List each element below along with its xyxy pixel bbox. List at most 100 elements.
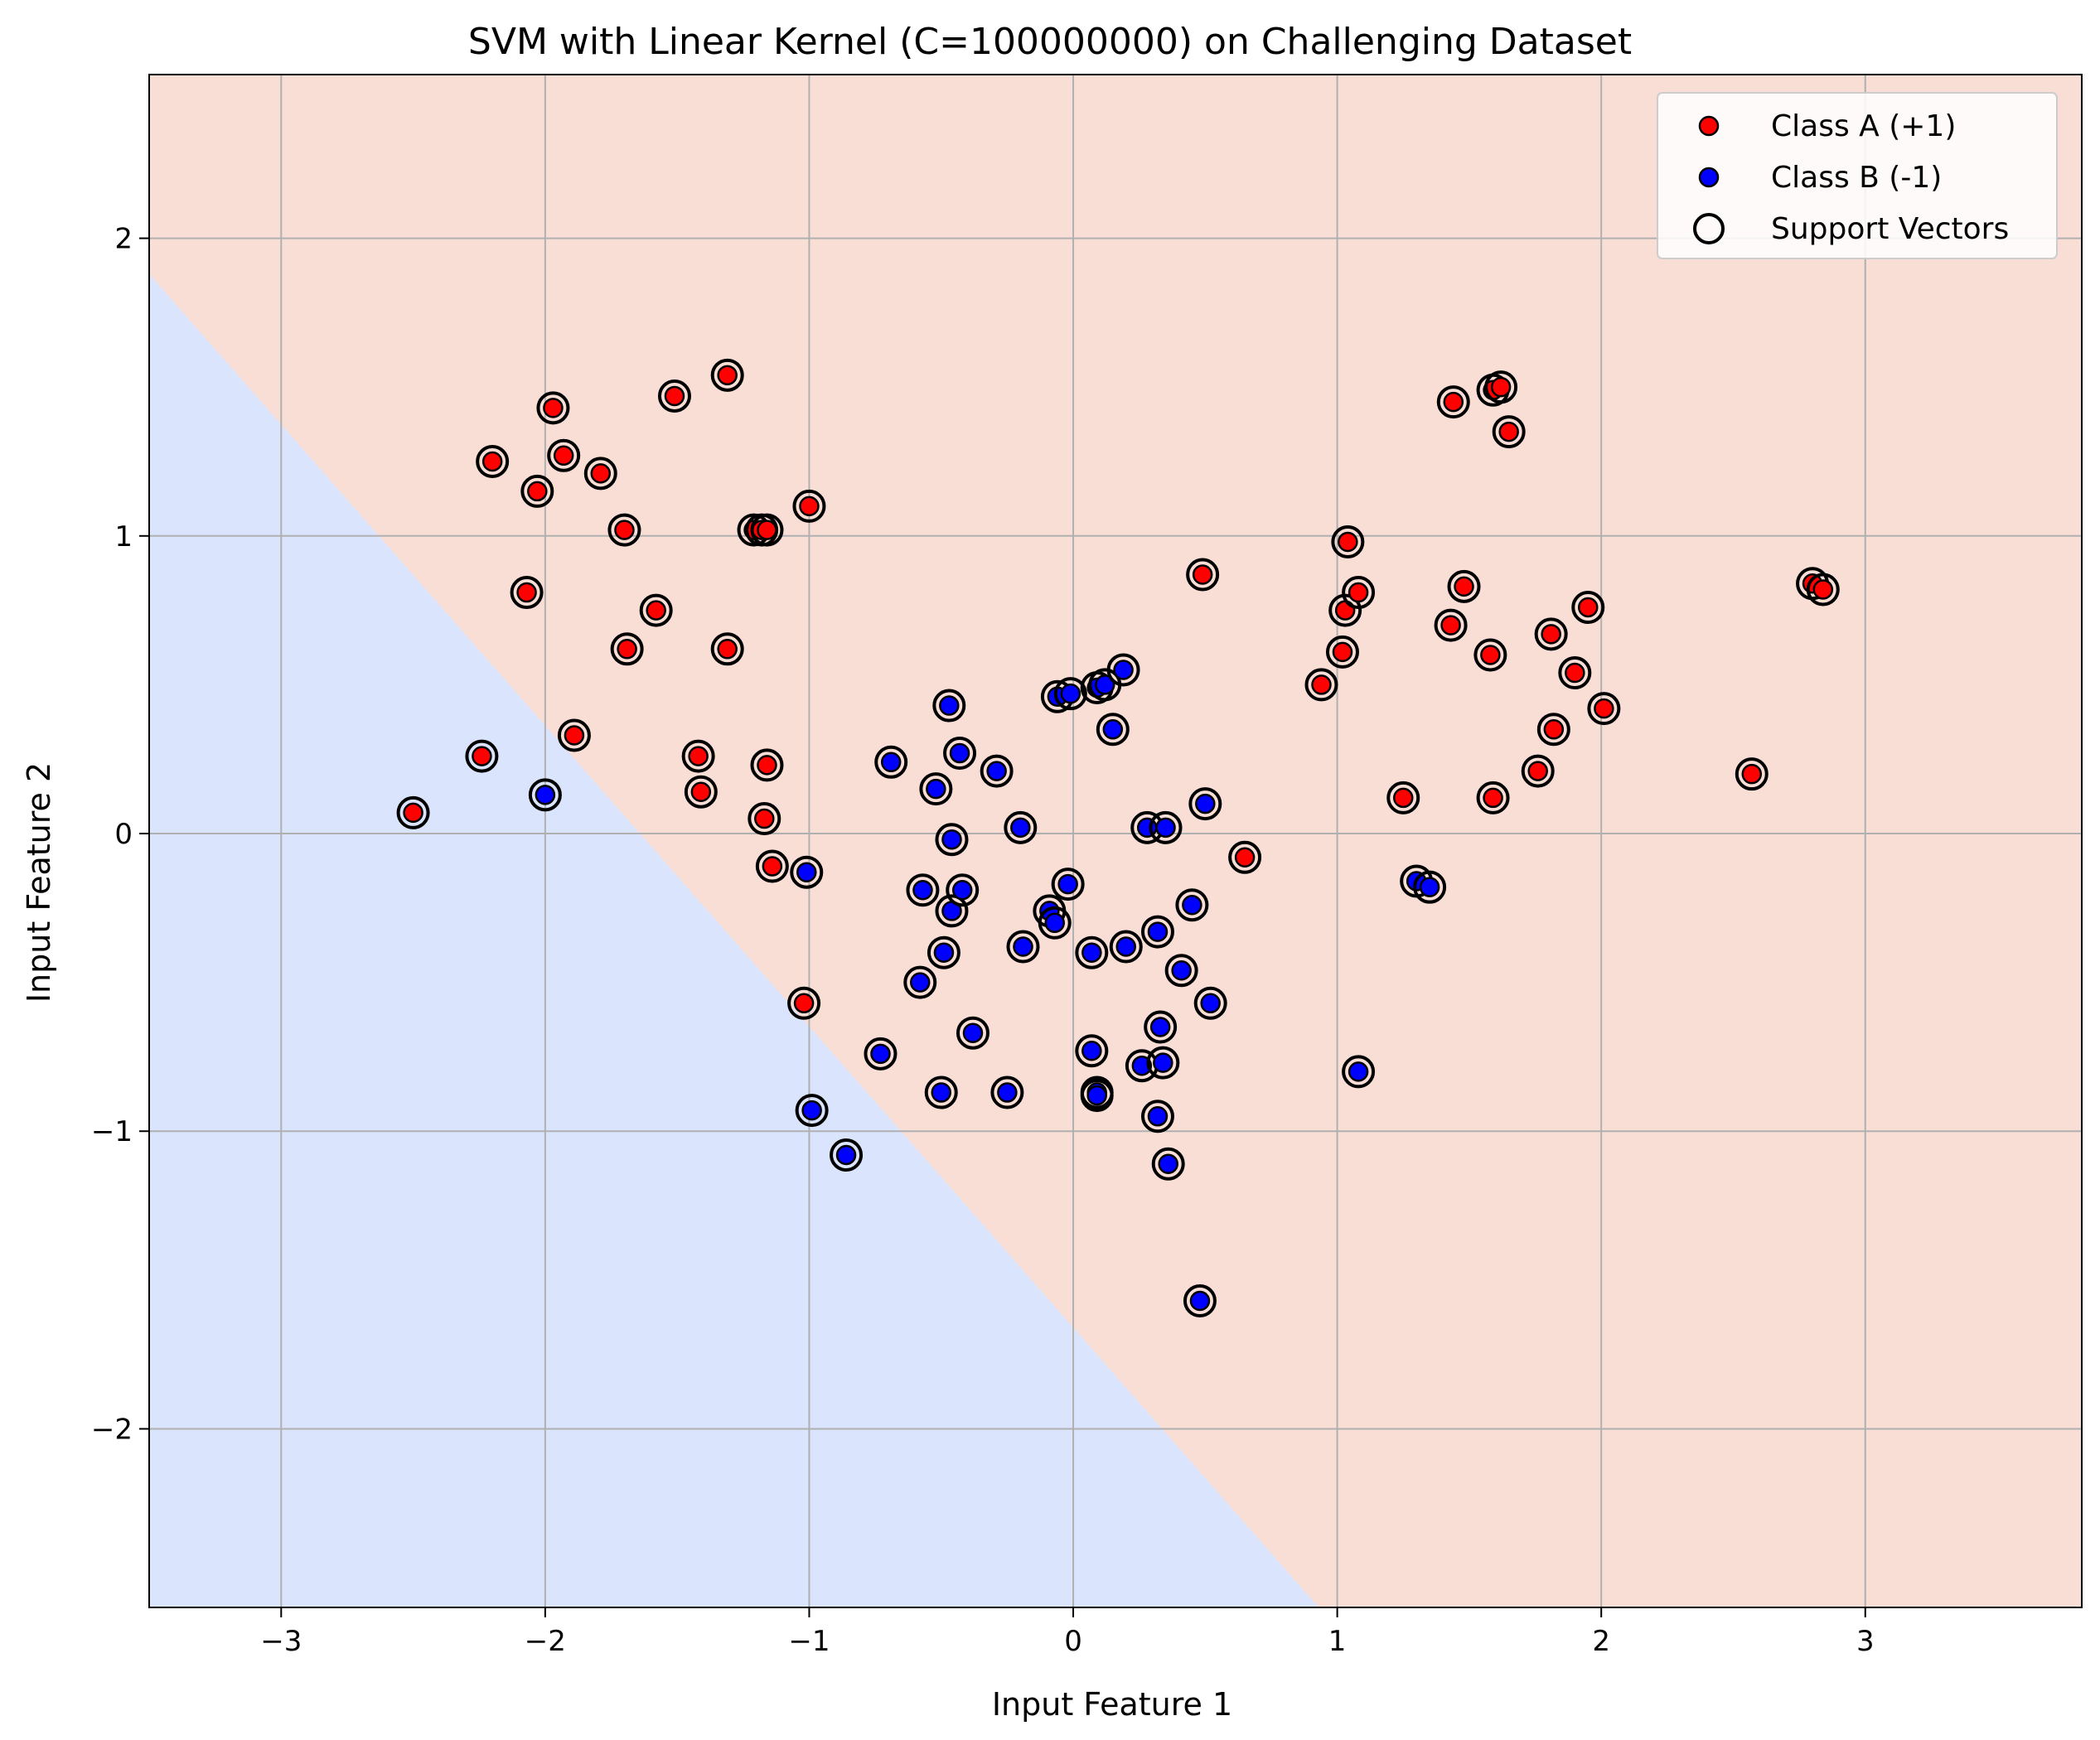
support-vector-ring xyxy=(790,855,824,889)
support-vector-ring xyxy=(520,474,554,508)
class-b-point xyxy=(1113,660,1134,680)
support-vector-ring xyxy=(1558,656,1592,690)
class-b-point xyxy=(796,862,817,882)
support-vector-ring xyxy=(1004,810,1038,844)
support-vector-ring xyxy=(1304,668,1338,702)
class-b-point xyxy=(912,880,933,901)
x-tick-label: 3 xyxy=(1856,1625,1875,1658)
x-tick-label: −2 xyxy=(525,1625,566,1658)
support-vector-ring xyxy=(1183,1284,1217,1317)
support-vector-ring xyxy=(1571,591,1605,625)
class-a-point xyxy=(688,746,709,766)
support-vector-ring xyxy=(1164,954,1198,988)
class-a-point xyxy=(717,639,738,660)
class-b-point xyxy=(941,829,962,850)
class-b-point xyxy=(1171,960,1192,981)
class-a-point xyxy=(527,481,548,502)
support-vector-ring xyxy=(557,718,591,752)
class-a-point xyxy=(1443,391,1464,413)
class-b-point xyxy=(835,1144,857,1166)
support-vector-ring xyxy=(1735,757,1769,791)
class-b-point xyxy=(1200,993,1221,1014)
support-vector-ring xyxy=(1806,573,1840,607)
class-a-point xyxy=(614,520,635,540)
support-vector-ring xyxy=(1342,576,1376,610)
class-b-point xyxy=(1147,921,1169,942)
class-b-series xyxy=(528,653,1447,1317)
grid-lines xyxy=(149,75,2082,1607)
support-vector-ring xyxy=(1109,930,1143,964)
support-vector-ring xyxy=(583,457,617,491)
class-b-point xyxy=(933,942,955,963)
class-a-point xyxy=(1543,719,1565,740)
class-a-point xyxy=(1565,662,1585,684)
support-vector-ring xyxy=(1075,935,1109,969)
class-a-point xyxy=(799,495,820,517)
support-vector-ring xyxy=(1193,986,1227,1020)
support-vector-ring xyxy=(919,772,953,806)
support-vector-ring xyxy=(1331,524,1365,558)
support-vector-ring xyxy=(1447,569,1481,603)
plot-frame xyxy=(148,74,2083,1608)
support-vector-ring xyxy=(1075,1034,1109,1068)
legend-label: Class A (+1) xyxy=(1771,109,1956,143)
support-vector-ring xyxy=(792,489,826,523)
support-vector-ring xyxy=(830,1138,864,1172)
class-a-point xyxy=(757,755,777,776)
support-vector-ring xyxy=(1006,930,1040,964)
support-vector-ring xyxy=(1186,558,1220,592)
class-a-point xyxy=(590,463,612,484)
class-b-point xyxy=(1060,683,1081,704)
class-b-point xyxy=(1102,719,1124,740)
support-vector-ring xyxy=(396,795,430,829)
support-vector-ring xyxy=(710,632,744,666)
legend-marker-class-b xyxy=(1698,167,1720,188)
support-vector-ring xyxy=(874,745,908,779)
class-b-point xyxy=(949,742,970,764)
class-b-point xyxy=(1147,1106,1169,1127)
support-vector-ring xyxy=(1228,840,1262,874)
class-b-point xyxy=(535,785,556,805)
class-b-point xyxy=(910,972,931,993)
support-vector-ring xyxy=(795,1094,829,1128)
class-a-point xyxy=(1440,615,1461,636)
class-a-point xyxy=(1338,531,1358,553)
class-a-point xyxy=(717,365,738,386)
class-b-point xyxy=(880,752,902,773)
class-a-point xyxy=(1741,763,1763,785)
support-vector-ring xyxy=(1342,1055,1376,1089)
class-b-point xyxy=(870,1043,891,1065)
support-vector-ring xyxy=(755,849,789,883)
class-a-point xyxy=(757,520,777,540)
support-vector-ring xyxy=(1106,653,1140,687)
class-b-point xyxy=(1095,674,1115,695)
support-vector-ring xyxy=(1436,385,1470,419)
class-a-point xyxy=(690,781,712,802)
support-vector-ring xyxy=(610,632,644,666)
y-tick-label: 0 xyxy=(114,818,133,851)
legend-marker-support-vectors xyxy=(1693,213,1725,244)
support-vector-ring xyxy=(510,576,544,610)
support-vector-ring xyxy=(1038,906,1072,940)
decision-regions xyxy=(149,75,2082,1607)
class-b-point xyxy=(1057,873,1078,895)
support-vector-ring xyxy=(639,593,673,627)
class-a-point xyxy=(1483,787,1503,809)
x-tick-label: 1 xyxy=(1328,1625,1347,1658)
class-a-point xyxy=(553,445,574,466)
support-vector-ring xyxy=(1492,415,1526,449)
axis-ticks: −3 −2 −1 0 1 2 3 −2 −1 0 1 2 xyxy=(91,223,1875,1658)
data-points xyxy=(396,358,1840,1317)
support-vector-ring xyxy=(787,986,821,1020)
support-vector-ring xyxy=(750,748,784,782)
support-vector-ring xyxy=(1053,677,1087,711)
support-vector-ring xyxy=(1476,781,1510,814)
support-vector-ring xyxy=(1140,1100,1174,1133)
class-b-point xyxy=(1182,894,1202,916)
support-vector-ring xyxy=(1144,1010,1178,1044)
support-vector-ring xyxy=(657,379,691,413)
class-a-point xyxy=(1454,576,1474,597)
support-vector-ring xyxy=(750,513,784,547)
support-vector-ring xyxy=(924,1075,958,1109)
y-axis-label: Input Feature 2 xyxy=(21,762,57,1003)
